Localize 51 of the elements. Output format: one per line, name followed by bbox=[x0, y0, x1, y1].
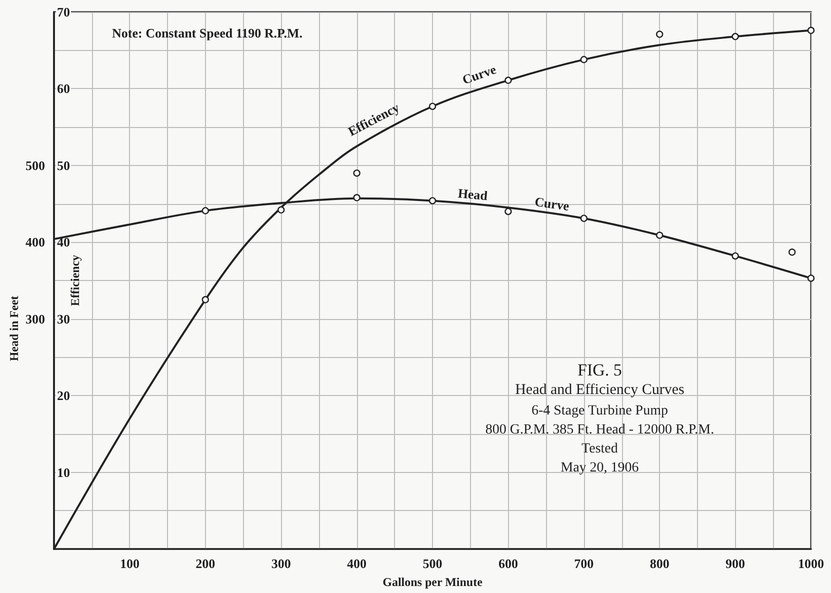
annotation: Curve bbox=[534, 194, 570, 214]
y-tick-label: 500 bbox=[26, 158, 45, 173]
y2-tick-label: 30 bbox=[57, 311, 70, 326]
x-tick-label: 300 bbox=[271, 556, 291, 571]
annotation: 800 G.P.M. 385 Ft. Head - 12000 R.P.M. bbox=[485, 422, 714, 438]
point bbox=[807, 26, 815, 34]
x-tick-label: 500 bbox=[422, 556, 442, 571]
annotation: Curve bbox=[460, 62, 498, 88]
x-tick-label: 100 bbox=[120, 556, 140, 571]
point bbox=[732, 252, 739, 260]
annotation: Tested bbox=[582, 442, 618, 456]
y2-tick-label: 50 bbox=[57, 158, 70, 173]
x-tick-label: 800 bbox=[650, 556, 670, 571]
point bbox=[202, 207, 209, 214]
point bbox=[807, 274, 815, 282]
point bbox=[732, 32, 739, 40]
annotation: 6-4 Stage Turbine Pump bbox=[531, 404, 668, 418]
point bbox=[580, 56, 588, 64]
y2-axis-title: Efficiency bbox=[68, 254, 82, 306]
y-tick-label: 300 bbox=[26, 311, 45, 326]
y2-tick-label: 10 bbox=[57, 464, 70, 480]
x-axis-title: Gallons per Minute bbox=[382, 575, 484, 589]
annotation: Head bbox=[457, 186, 489, 204]
y2-tick-label: 40 bbox=[57, 234, 70, 250]
y2-tick-label: 60 bbox=[57, 81, 70, 96]
x-tick-label: 900 bbox=[726, 556, 746, 571]
point bbox=[656, 30, 664, 38]
point bbox=[278, 206, 285, 214]
y-axis-title: Head in Feet bbox=[7, 296, 21, 362]
y2-tick-label: 20 bbox=[57, 388, 70, 404]
text: Head and Efficiency Curves bbox=[515, 382, 684, 398]
y2-tick-label: 70 bbox=[57, 4, 70, 20]
point bbox=[428, 102, 436, 110]
point bbox=[504, 208, 512, 216]
point bbox=[504, 76, 512, 84]
x-tick-label: 600 bbox=[498, 556, 518, 571]
point bbox=[202, 296, 209, 304]
point bbox=[788, 248, 796, 256]
annotation: May 20, 1906 bbox=[560, 460, 639, 476]
point bbox=[428, 197, 436, 204]
x-tick-label: 1000 bbox=[798, 556, 824, 571]
point bbox=[580, 214, 588, 222]
x-tick-label: 200 bbox=[196, 556, 216, 571]
point bbox=[353, 170, 360, 177]
x-tick-label: 700 bbox=[574, 556, 594, 571]
point bbox=[656, 232, 664, 239]
x-tick-label: 400 bbox=[347, 556, 367, 571]
y-tick-label: 400 bbox=[26, 234, 45, 250]
annotation: Note: Constant Speed 1190 R.P.M. bbox=[112, 26, 303, 40]
point bbox=[353, 194, 360, 202]
text: FIG. 5 bbox=[578, 360, 622, 380]
